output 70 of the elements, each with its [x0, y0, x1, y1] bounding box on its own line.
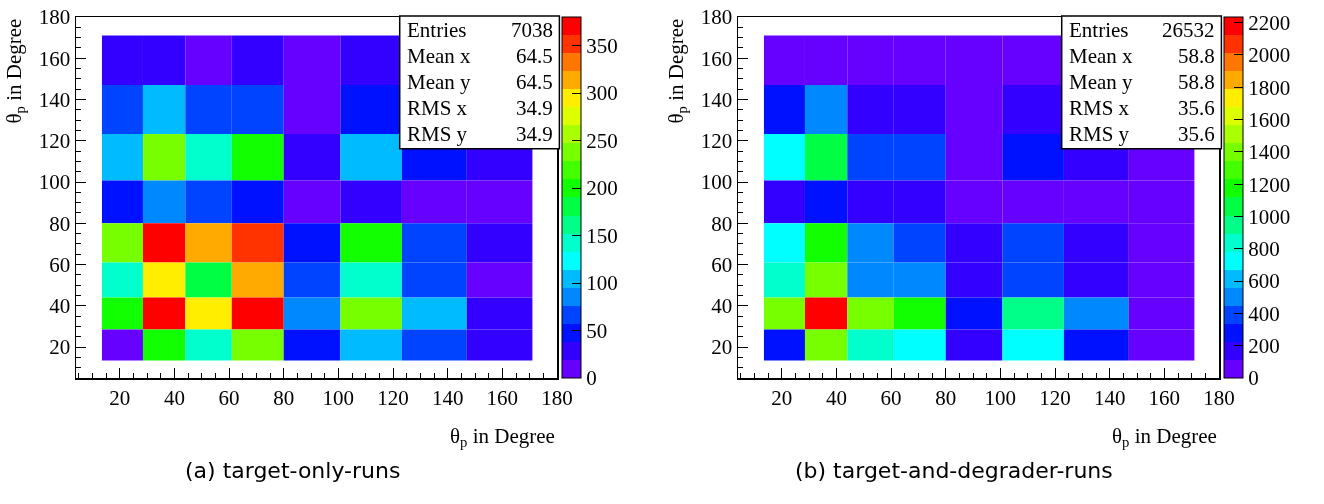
color-bar-label: 1200 [1248, 172, 1291, 197]
y-tick-label: 80 [49, 211, 71, 236]
text: RMS x 35.6 [1069, 96, 1215, 120]
y-tick-label: 120 [700, 129, 733, 154]
x-tick-label: 180 [1203, 385, 1235, 410]
x-tick-label: 20 [109, 385, 131, 410]
x-tick-label: 140 [1093, 385, 1126, 410]
color-bar-label: 250 [586, 128, 618, 153]
color-bar-label: 800 [1248, 237, 1280, 262]
color-bar-label: 350 [586, 33, 618, 58]
y-tick-label: 100 [700, 170, 733, 195]
color-bar-label: 300 [586, 81, 618, 106]
x-tick-label: 40 [163, 385, 185, 410]
y-tick-label: 20 [49, 335, 71, 360]
y-tick-label: 60 [711, 252, 733, 277]
color-bar-label: 400 [1248, 301, 1280, 326]
y-tick-label: 40 [49, 294, 71, 319]
x-tick-label: 120 [377, 385, 409, 410]
text: (a) target-only-runs [185, 458, 401, 483]
x-tick-label: 60 [218, 385, 240, 410]
color-bar-label: 2200 [1248, 11, 1291, 35]
text: (b) target-and-degrader-runs [795, 458, 1113, 483]
x-tick-label: 120 [1039, 385, 1071, 410]
y-tick-label: 160 [700, 46, 733, 71]
y-tick-label: 120 [38, 129, 71, 154]
y-tick-label: 180 [38, 5, 71, 30]
color-bar-label: 200 [586, 176, 618, 201]
y-tick-label: 60 [49, 252, 71, 277]
color-bar-label: 600 [1248, 269, 1280, 294]
x-tick-label: 80 [273, 385, 295, 410]
text: RMS y 35.6 [1069, 122, 1215, 146]
color-bar-label: 0 [1248, 366, 1259, 391]
color-bar-label: 1800 [1248, 75, 1291, 100]
color-bar-label: 1600 [1248, 107, 1291, 132]
y-tick-label: 180 [700, 5, 733, 30]
color-bar-label: 1400 [1248, 140, 1291, 165]
x-tick-label: 100 [322, 385, 355, 410]
color-bar-label: 1000 [1248, 204, 1291, 229]
x-tick-label: 140 [431, 385, 464, 410]
text: Entries 26532 [1069, 18, 1215, 42]
x-tick-label: 180 [541, 385, 573, 410]
text: Mean y 58.8 [1069, 70, 1215, 94]
color-bar-label: 2000 [1248, 43, 1291, 68]
y-tick-label: 40 [711, 294, 733, 319]
y-tick-label: 140 [700, 87, 733, 112]
text: Entries 7038 [407, 18, 553, 42]
text: Mean x 64.5 [407, 44, 553, 68]
y-tick-label: 20 [711, 335, 733, 360]
text: Mean y 64.5 [407, 70, 553, 94]
color-bar-label: 100 [586, 271, 618, 296]
x-tick-label: 160 [1148, 385, 1181, 410]
y-tick-label: 140 [38, 87, 71, 112]
text: RMS y 34.9 [407, 122, 553, 146]
x-tick-label: 100 [984, 385, 1017, 410]
x-tick-label: 60 [880, 385, 902, 410]
color-bar-label: 50 [586, 318, 608, 343]
y-tick-label: 100 [38, 170, 71, 195]
x-axis-title: θ$_{p}$ in Degree [450, 424, 555, 451]
color-bar-label: 0 [586, 366, 597, 391]
x-axis-title: θ$_{p}$ in Degree [1112, 424, 1217, 451]
color-bar-label: 150 [586, 223, 618, 248]
y-tick-label: 160 [38, 46, 71, 71]
x-tick-label: 20 [771, 385, 793, 410]
color-bar-label: 200 [1248, 334, 1280, 359]
x-tick-label: 80 [935, 385, 957, 410]
text: Mean x 58.8 [1069, 44, 1215, 68]
y-tick-label: 80 [711, 211, 733, 236]
x-tick-label: 160 [486, 385, 519, 410]
text: RMS x 34.9 [407, 96, 553, 120]
x-tick-label: 40 [825, 385, 847, 410]
